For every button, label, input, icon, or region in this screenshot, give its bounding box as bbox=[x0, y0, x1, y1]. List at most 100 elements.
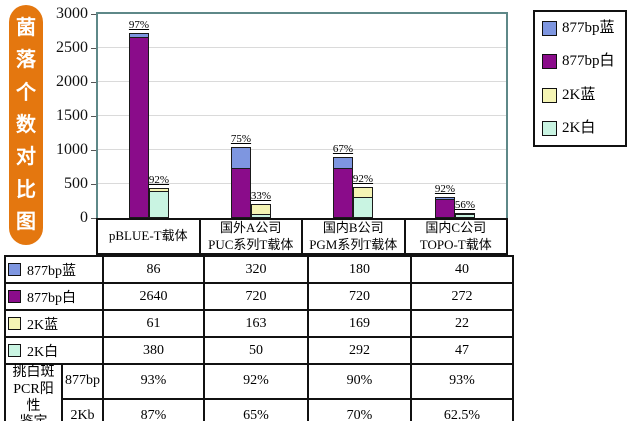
bar-segment-2K白 bbox=[251, 214, 271, 218]
bar-segment-877bp白 bbox=[435, 199, 455, 218]
legend-swatch-icon bbox=[542, 54, 557, 70]
table-swatch-icon bbox=[8, 344, 21, 357]
bar-stack bbox=[149, 188, 169, 218]
legend-label: 877bp白 bbox=[562, 53, 615, 70]
gridline bbox=[98, 149, 506, 150]
bar-segment-877bp蓝 bbox=[333, 156, 353, 170]
table-value-cell: 62.5% bbox=[410, 397, 514, 421]
bar-stack bbox=[353, 186, 373, 218]
table-value-cell: 86 bbox=[102, 255, 205, 284]
table-row-label-text: 877bp白 bbox=[27, 290, 76, 306]
table-row-label: 2K白 bbox=[8, 341, 100, 361]
gridline bbox=[98, 81, 506, 82]
table-swatch-icon bbox=[8, 290, 21, 303]
x-axis-category-cell: pBLUE-T载体 bbox=[96, 218, 201, 255]
table-value-cell: 70% bbox=[307, 397, 412, 421]
bar-segment-877bp蓝 bbox=[435, 196, 455, 200]
table-value-cell: 40 bbox=[410, 255, 514, 284]
table-value-cell: 169 bbox=[307, 309, 412, 338]
x-axis-category-cell: 国外A公司 PUC系列T载体 bbox=[200, 218, 303, 255]
legend-item: 877bp白 bbox=[542, 53, 618, 70]
bar-percent-label: 75% bbox=[230, 133, 252, 146]
chart-title-char: 比 bbox=[16, 178, 36, 201]
table-row: 2Kb 87% 65% 70% 62.5% bbox=[5, 397, 514, 421]
x-axis-category-line: PUC系列T载体 bbox=[208, 236, 294, 252]
y-axis-tick-label: 1500 bbox=[56, 107, 88, 124]
table-row-label-text: 877bp蓝 bbox=[27, 263, 76, 279]
bar-segment-877bp蓝 bbox=[129, 32, 149, 39]
y-axis-tick-mark bbox=[91, 48, 96, 49]
bar-percent-label: 33% bbox=[250, 189, 272, 202]
bar-segment-2K蓝 bbox=[149, 188, 169, 193]
table-row-label: 2K蓝 bbox=[8, 314, 100, 334]
table-value-cell: 272 bbox=[410, 282, 514, 311]
x-axis-category-row: pBLUE-T载体 国外A公司 PUC系列T载体 国内B公司 PGM系列T载体 国内C公司… bbox=[96, 218, 508, 255]
bar-segment-2K白 bbox=[353, 198, 373, 218]
bar-stack bbox=[251, 203, 271, 218]
pcr-group-label-line: PCR阳性 bbox=[13, 381, 54, 414]
pcr-group-label-cell: 挑白斑PCR阳性鉴定 bbox=[4, 362, 63, 421]
y-axis-tick-mark bbox=[91, 116, 96, 117]
table-value-cell: 380 bbox=[102, 336, 205, 365]
chart-title-char: 落 bbox=[16, 49, 36, 72]
table-value-cell: 50 bbox=[203, 336, 309, 365]
legend-swatch-icon bbox=[542, 120, 557, 136]
y-axis-tick-mark bbox=[91, 14, 96, 15]
bar-stack bbox=[231, 147, 251, 218]
pcr-sub-label-cell: 2Kb bbox=[61, 397, 104, 421]
table-value-cell: 47 bbox=[410, 336, 514, 365]
bar-segment-2K白 bbox=[149, 192, 169, 218]
table-value-cell: 2640 bbox=[102, 282, 205, 311]
chart-title-char: 数 bbox=[16, 113, 36, 136]
bar-segment-877bp白 bbox=[129, 38, 149, 218]
table-value-cell: 61 bbox=[102, 309, 205, 338]
y-axis-tick-label: 1000 bbox=[56, 141, 88, 158]
bar-percent-label: 56% bbox=[454, 199, 476, 212]
gridline bbox=[98, 47, 506, 48]
legend-swatch-icon bbox=[542, 87, 557, 103]
legend-label: 2K蓝 bbox=[562, 86, 596, 103]
table-row: 挑白斑PCR阳性鉴定877bp93%92%90%93% bbox=[4, 362, 514, 421]
plot-area: 97% 92% 75% 33% 67% 92% 92% 56% bbox=[96, 12, 508, 220]
bar-segment-2K白 bbox=[455, 215, 475, 218]
table-row: 2K白 380 50 292 47 bbox=[4, 336, 514, 365]
legend-item: 2K蓝 bbox=[542, 86, 618, 103]
bar-segment-877bp白 bbox=[231, 169, 251, 218]
legend-label: 2K白 bbox=[562, 119, 596, 136]
pcr-sub-label-cell: 877bp bbox=[61, 363, 104, 400]
legend: 877bp蓝 877bp白 2K蓝 2K白 bbox=[533, 10, 627, 147]
table-value-cell: 720 bbox=[307, 282, 412, 311]
x-axis-category-line: pBLUE-T载体 bbox=[108, 228, 188, 244]
bar-segment-877bp白 bbox=[333, 169, 353, 218]
table-row-label: 877bp蓝 bbox=[8, 260, 100, 280]
table-value-cell: 180 bbox=[307, 255, 412, 284]
y-axis-tick-label: 2500 bbox=[56, 39, 88, 56]
table-row-label-cell: 877bp蓝 bbox=[4, 255, 104, 284]
y-axis-tick-mark bbox=[91, 184, 96, 185]
pcr-group-label-line: 鉴定 bbox=[8, 415, 59, 421]
bar-percent-label: 97% bbox=[128, 18, 150, 31]
table-value-cell: 292 bbox=[307, 336, 412, 365]
table-swatch-icon bbox=[8, 317, 21, 330]
x-axis-category-cell: 国内C公司 TOPO-T载体 bbox=[405, 218, 508, 255]
pcr-group-label-line: 挑白斑 bbox=[12, 365, 55, 380]
chart-title-char: 菌 bbox=[16, 17, 36, 39]
bar-segment-2K蓝 bbox=[455, 213, 475, 216]
table-row-label-cell: 2K白 bbox=[4, 336, 104, 365]
table-value-cell: 320 bbox=[203, 255, 309, 284]
table-row-label-text: 2K白 bbox=[27, 344, 59, 360]
legend-label: 877bp蓝 bbox=[562, 20, 615, 36]
table-value-cell: 163 bbox=[203, 309, 309, 338]
table-value-cell: 22 bbox=[410, 309, 514, 338]
table-value-cell: 87% bbox=[102, 397, 205, 421]
x-axis-category-line: PGM系列T载体 bbox=[309, 236, 398, 252]
table-row-label-cell: 877bp白 bbox=[4, 282, 104, 311]
bar-percent-label: 67% bbox=[332, 142, 354, 155]
x-axis-category-line: 国内B公司 bbox=[322, 220, 384, 236]
data-table: 877bp蓝 86 320 180 40 877bp白 2640 720 720 272 2K蓝 61… bbox=[4, 255, 514, 421]
table-value-cell: 65% bbox=[203, 397, 309, 421]
y-axis-tick-mark bbox=[91, 150, 96, 151]
table-row-label: 877bp白 bbox=[8, 287, 100, 307]
bar-segment-877bp蓝 bbox=[231, 147, 251, 170]
y-axis-tick-mark bbox=[91, 218, 96, 219]
